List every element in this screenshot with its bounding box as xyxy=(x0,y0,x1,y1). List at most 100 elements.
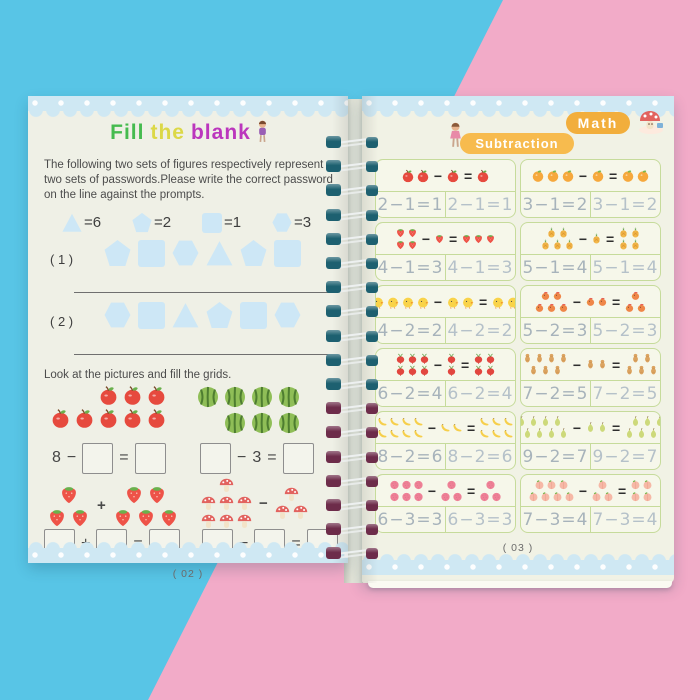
mushroom-icon xyxy=(236,495,253,512)
orange-icon xyxy=(591,169,605,183)
trace-cells: 8−2=6 8−2=6 xyxy=(376,443,515,469)
answer-box xyxy=(134,442,166,474)
strawberry-icon xyxy=(473,233,484,244)
picture-equation: − = xyxy=(521,475,660,506)
banana-icon xyxy=(503,416,514,427)
fruit-group xyxy=(274,486,309,521)
fruit-group xyxy=(440,479,463,502)
answer-box xyxy=(282,442,314,474)
ring-left-tab xyxy=(326,136,341,148)
strawberry-icon xyxy=(158,506,180,528)
ring-right-tab xyxy=(366,354,378,366)
hexagon-shape xyxy=(272,213,292,232)
trace-cell: 9−2=7 xyxy=(522,446,589,467)
book-spine xyxy=(344,99,366,583)
orange-icon xyxy=(546,169,560,183)
minus-sign: − xyxy=(427,419,436,436)
pear-icon xyxy=(630,416,641,427)
chick-icon xyxy=(386,295,400,309)
banana-icon xyxy=(479,416,490,427)
mushroom-icon xyxy=(236,513,253,530)
radish-icon xyxy=(407,353,418,364)
pear-icon xyxy=(642,416,653,427)
picture-equation: − = xyxy=(376,349,515,380)
workbook: Fill the blank The following two sets of f… xyxy=(28,96,674,588)
peach-icon xyxy=(597,479,608,490)
banana-icon xyxy=(452,422,463,433)
ring-right-tab xyxy=(366,137,378,148)
strawberry-icon xyxy=(485,233,496,244)
radish-icon xyxy=(446,365,457,376)
table-row: − = 2−1=1 2−1=1− = 3−1=2 3−1=2 xyxy=(375,159,661,218)
fruit-group xyxy=(473,353,496,376)
triangle-shape xyxy=(172,303,199,328)
watermelon-icon xyxy=(277,385,301,409)
pineapple-icon xyxy=(546,227,557,238)
lychee-icon xyxy=(452,491,463,502)
square-shape xyxy=(202,212,222,233)
peach-icon xyxy=(558,479,569,490)
table-row: − = 4−2=2 4−2=2− = 5−2=3 5−2=3 xyxy=(375,285,661,344)
title-word: blank xyxy=(190,121,251,144)
orange-icon xyxy=(561,169,575,183)
chicken-icon xyxy=(534,302,545,313)
strawberry-icon xyxy=(395,239,406,250)
problem-peanut: − = 7−2=5 7−2=5 xyxy=(520,348,661,407)
lychee-icon xyxy=(479,491,490,502)
right-bottom-border xyxy=(362,553,674,575)
banana-icon xyxy=(479,428,490,439)
pear-icon xyxy=(521,416,527,427)
hexagon-shape xyxy=(104,302,131,328)
radish-icon xyxy=(419,365,430,376)
peach-icon xyxy=(630,491,641,502)
fruit-group xyxy=(46,483,91,528)
pear-icon xyxy=(654,416,660,427)
watermelon-icon xyxy=(223,411,247,435)
radish-icon xyxy=(485,353,496,364)
legend-square: =1 xyxy=(202,212,272,233)
radish-icon xyxy=(419,353,430,364)
spiral-ring xyxy=(326,353,378,367)
spiral-ring xyxy=(326,281,378,294)
trace-cells: 4−1=3 4−1=3 xyxy=(376,254,515,280)
fruit-group xyxy=(376,295,430,309)
ring-right-tab xyxy=(366,330,378,342)
spiral-ring xyxy=(326,402,378,415)
strawberry-icon xyxy=(112,506,134,528)
spiral-ring xyxy=(326,184,378,197)
watermelon-icon xyxy=(223,385,247,409)
trace-cells: 7−2=5 7−2=5 xyxy=(521,380,660,406)
orange-icon xyxy=(636,169,650,183)
trace-cell: 2−1=1 xyxy=(445,192,515,217)
pear-icon xyxy=(648,428,659,439)
table-row: − = 6−3=3 6−3=3− = 7−3=4 7−3=4 xyxy=(375,474,661,533)
square-shape xyxy=(240,301,267,329)
answer-line xyxy=(74,291,334,293)
trace-cell: 4−2=2 xyxy=(377,320,444,341)
radish-icon xyxy=(446,353,457,364)
radish-icon xyxy=(407,365,418,376)
chick-icon xyxy=(376,295,385,309)
banana-icon xyxy=(503,428,514,439)
legend-value: =3 xyxy=(294,214,312,232)
ring-right-tab xyxy=(366,185,378,197)
instructions-text: The following two sets of figures respec… xyxy=(44,159,333,202)
pear-icon xyxy=(552,416,563,427)
row-shapes xyxy=(104,301,301,329)
lychee-icon xyxy=(491,491,502,502)
fruit-group xyxy=(618,227,641,250)
strawberry-icon xyxy=(407,227,418,238)
pentagon-shape xyxy=(240,240,267,266)
table-row: − = 8−2=6 8−2=6− = 9−2=7 9−2=7 xyxy=(375,411,661,470)
pear-icon xyxy=(558,428,569,439)
picture-equation: − = xyxy=(376,223,515,254)
equals-sign: = xyxy=(479,293,488,310)
lychee-icon xyxy=(413,479,424,490)
answer-box xyxy=(200,442,231,474)
strawberry-icon xyxy=(407,239,418,250)
strawberry-icon xyxy=(123,483,145,505)
trace-cell: 5−2=3 xyxy=(590,318,660,343)
fill-equation: −3 = xyxy=(200,442,314,474)
spiral-binding xyxy=(326,136,378,576)
watermelon-group xyxy=(196,385,301,435)
